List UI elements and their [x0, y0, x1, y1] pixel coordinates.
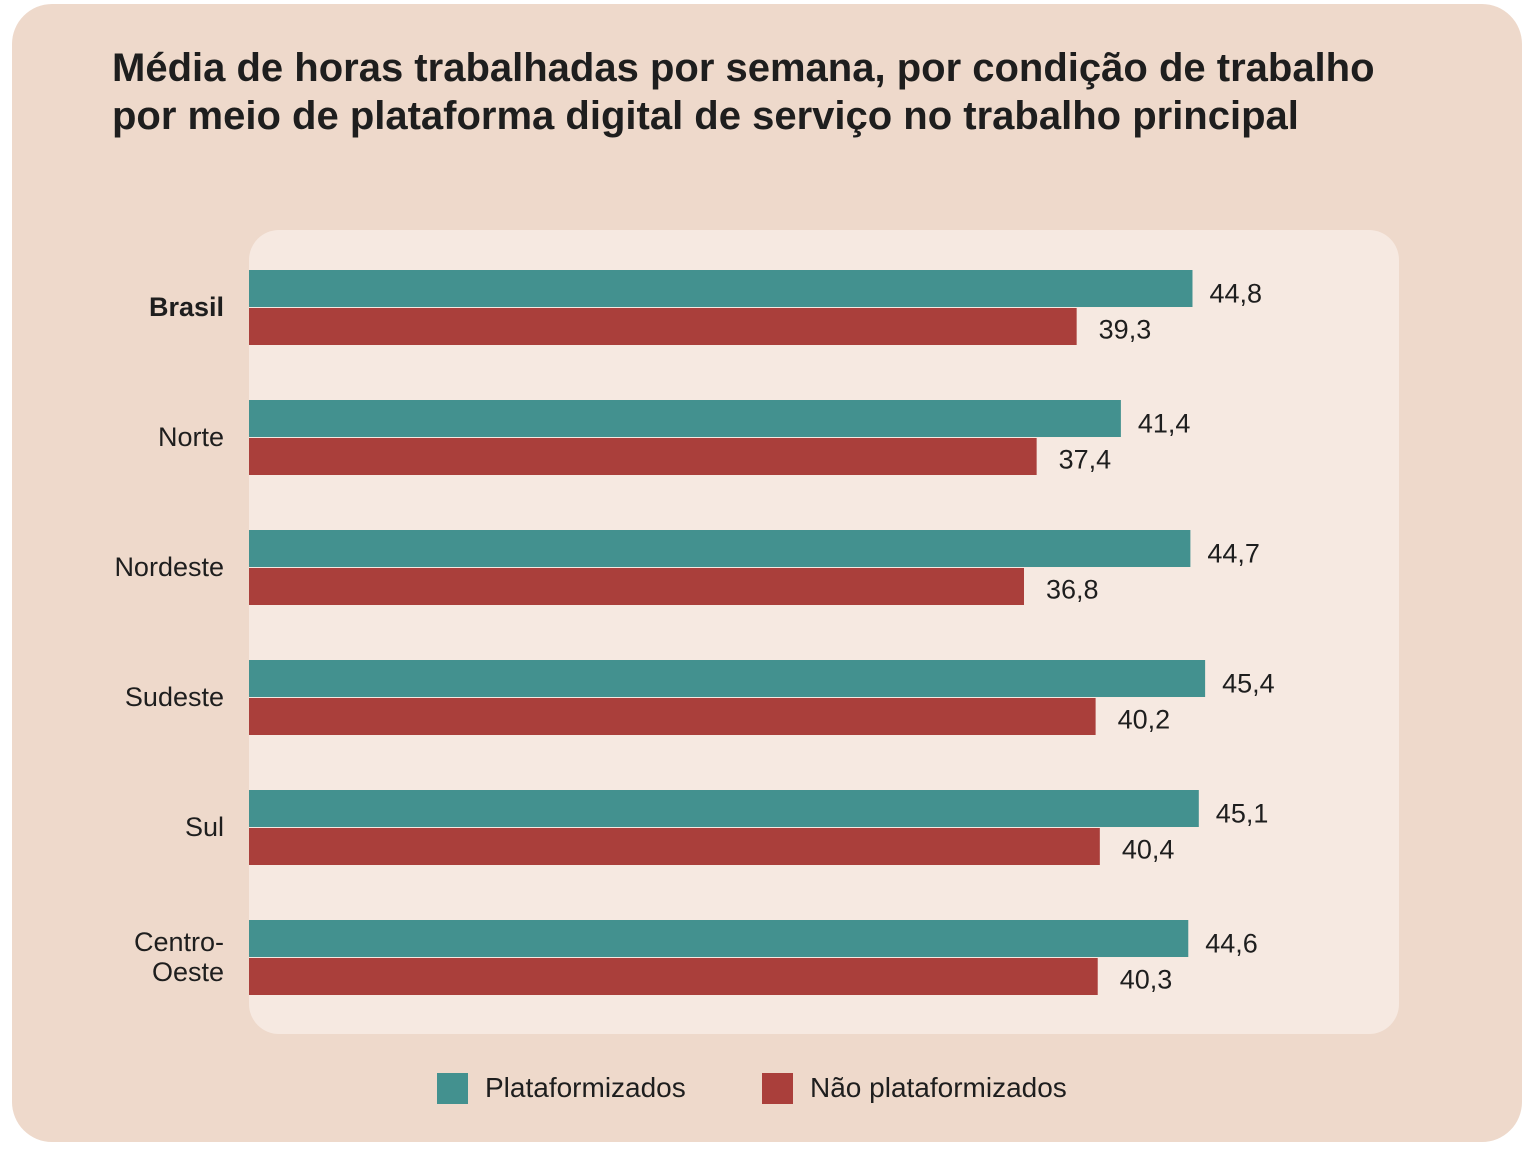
plot-area — [249, 230, 1399, 1034]
legend-item-nao-plataformizados: Não plataformizados — [762, 1072, 1067, 1104]
bar-nao-plataformizados — [249, 828, 1100, 865]
chart-title: Média de horas trabalhadas por semana, p… — [112, 46, 1375, 138]
bar-plataformizados — [249, 530, 1191, 567]
data-label: 39,3 — [1099, 315, 1152, 345]
data-label: 45,1 — [1216, 799, 1269, 829]
bar-nao-plataformizados — [249, 568, 1025, 605]
legend-item-plataformizados: Plataformizados — [437, 1072, 686, 1104]
data-label: 44,7 — [1207, 539, 1260, 569]
category-label: Nordeste — [114, 552, 224, 582]
category-label: Brasil — [149, 292, 224, 322]
data-label: 45,4 — [1222, 669, 1275, 699]
bar-plataformizados — [249, 400, 1121, 437]
category-label: Centro- — [134, 927, 224, 957]
data-label: 44,8 — [1209, 279, 1262, 309]
category-label: Oeste — [152, 957, 224, 987]
legend-label: Não plataformizados — [810, 1072, 1067, 1103]
data-label: 37,4 — [1059, 445, 1112, 475]
category-label: Sudeste — [125, 682, 224, 712]
bar-nao-plataformizados — [249, 698, 1096, 735]
data-label: 36,8 — [1046, 575, 1099, 605]
data-label: 40,2 — [1118, 705, 1171, 735]
category-label: Norte — [158, 422, 224, 452]
category-label: Sul — [185, 812, 224, 842]
bar-nao-plataformizados — [249, 438, 1037, 475]
bar-nao-plataformizados — [249, 958, 1098, 995]
data-label: 41,4 — [1138, 409, 1191, 439]
data-label: 40,3 — [1120, 965, 1173, 995]
bar-plataformizados — [249, 270, 1193, 307]
legend-swatch-red — [762, 1072, 793, 1104]
bar-plataformizados — [249, 920, 1189, 957]
legend-swatch-teal — [437, 1072, 468, 1104]
bar-plataformizados — [249, 660, 1206, 697]
data-label: 44,6 — [1205, 929, 1258, 959]
bar-nao-plataformizados — [249, 308, 1077, 345]
data-label: 40,4 — [1122, 835, 1175, 865]
bar-plataformizados — [249, 790, 1199, 827]
legend-label: Plataformizados — [485, 1072, 686, 1103]
